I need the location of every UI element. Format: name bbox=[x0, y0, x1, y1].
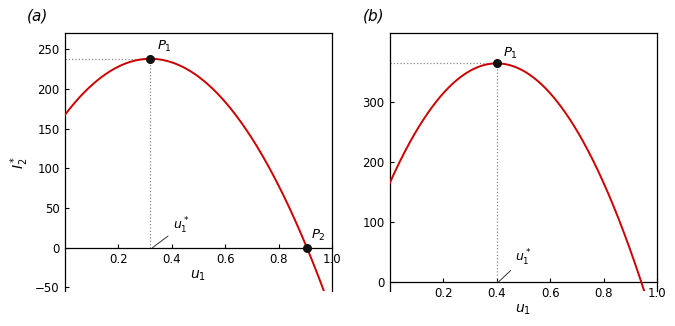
X-axis label: $u_1$: $u_1$ bbox=[190, 268, 207, 283]
Y-axis label: $I_2^*$: $I_2^*$ bbox=[8, 156, 31, 169]
Text: $P_1$: $P_1$ bbox=[504, 46, 518, 61]
Text: $P_1$: $P_1$ bbox=[157, 39, 172, 54]
Text: $u_1^*$: $u_1^*$ bbox=[499, 248, 532, 282]
Text: (b): (b) bbox=[363, 8, 385, 23]
X-axis label: $u_1$: $u_1$ bbox=[516, 303, 531, 318]
Text: (a): (a) bbox=[27, 8, 49, 23]
Text: $u_1^*$: $u_1^*$ bbox=[153, 216, 190, 248]
Text: $P_2$: $P_2$ bbox=[311, 228, 326, 243]
